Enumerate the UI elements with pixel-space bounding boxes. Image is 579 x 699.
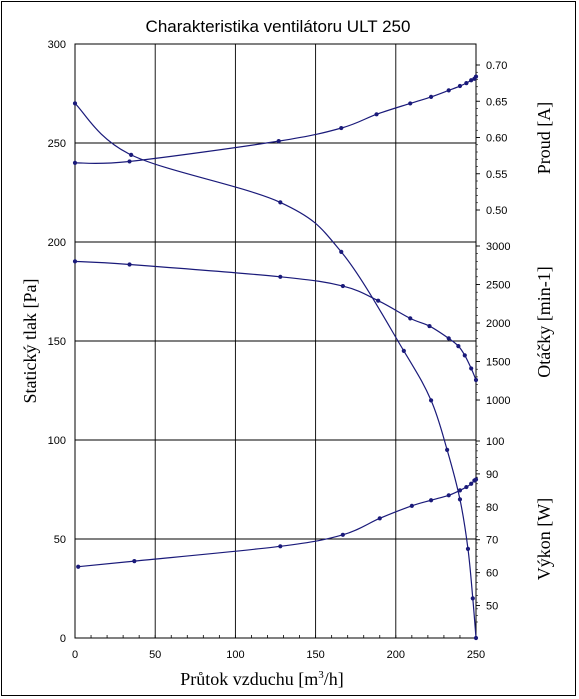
y-tick-label-current: 0.65 (486, 96, 507, 108)
x-tick-label: 0 (72, 649, 78, 661)
chart-title: Charakteristika ventilátoru ULT 250 (146, 17, 411, 36)
y-tick-label-speed: 3000 (486, 241, 510, 253)
series-line-pressure (74, 102, 477, 639)
data-point-current (469, 78, 474, 83)
data-point-speed (456, 344, 461, 349)
data-point-speed (127, 262, 132, 267)
data-point-current (446, 88, 451, 93)
y-tick-label-pressure: 100 (48, 435, 66, 447)
y-tick-label-current: 0.70 (486, 60, 507, 72)
y-tick-label-power: 60 (486, 568, 498, 580)
data-point-speed (340, 283, 345, 289)
y-tick-label-pressure: 50 (54, 534, 66, 546)
y-tick-label-current: 0.50 (486, 205, 507, 217)
data-point-pressure (401, 348, 406, 353)
data-point-current (464, 81, 469, 86)
data-point-current (72, 160, 78, 165)
x-tick-label: 50 (149, 649, 161, 661)
data-point-power (469, 481, 474, 486)
x-tick-label: 250 (467, 649, 485, 661)
y-tick-label-current: 0.55 (486, 169, 507, 181)
y-tick-label-speed: 1000 (486, 395, 510, 407)
x-tick-label: 200 (387, 649, 405, 661)
x-axis-label-tail: /h] (324, 669, 344, 689)
data-point-power (377, 516, 382, 521)
data-point-speed (278, 274, 283, 279)
data-point-speed (469, 366, 474, 371)
tick-labels: 0 50 100 150 200 2500501001502002503000.500.5… (48, 39, 511, 661)
data-point-speed (446, 336, 451, 341)
data-point-pressure (339, 249, 344, 254)
y-tick-label-power: 90 (486, 469, 498, 481)
grid (74, 43, 480, 639)
data-point-power (464, 484, 469, 490)
data-point-pressure (470, 596, 475, 601)
data-point-current (276, 139, 281, 144)
x-axis-label-main: Průtok vzduchu [m (180, 669, 318, 689)
y-tick-label-pressure: 150 (48, 336, 66, 348)
data-point-speed (376, 298, 381, 303)
y-tick-label-power: 100 (486, 436, 504, 448)
x-tick-label: 150 (306, 649, 324, 661)
y-axis-label-power: Výkon [W] (534, 498, 554, 580)
data-point-speed (462, 353, 467, 358)
data-point-speed (408, 316, 413, 321)
data-point-power (446, 493, 451, 498)
data-point-speed (473, 377, 479, 383)
y-axis-label-speed: Otáčky [min-1] (534, 266, 554, 377)
data-point-speed (427, 323, 432, 329)
x-axis-label: Průtok vzduchu [m3/h] (180, 669, 343, 689)
series-line-power (78, 478, 477, 568)
data-point-power (76, 564, 81, 569)
data-point-power (428, 498, 434, 503)
data-point-pressure (473, 635, 479, 641)
y-tick-label-power: 50 (486, 601, 498, 613)
x-axis-label-superscript: 3 (318, 669, 324, 681)
series-line-speed (74, 260, 477, 381)
y-tick-label-speed: 1500 (486, 357, 510, 369)
y-tick-label-power: 70 (486, 535, 498, 547)
y-tick-label-current: 0.60 (486, 133, 507, 145)
data-point-current (374, 112, 379, 117)
y-tick-label-power: 80 (486, 502, 498, 514)
series-layer (72, 74, 479, 641)
y-tick-label-pressure: 300 (48, 39, 66, 51)
data-point-pressure (457, 497, 463, 502)
data-point-current (339, 125, 344, 131)
data-point-pressure (428, 398, 434, 403)
series-line-current (74, 76, 477, 165)
data-point-current (428, 94, 434, 99)
data-point-power (409, 503, 414, 508)
data-point-power (457, 488, 463, 493)
data-point-power (132, 559, 137, 564)
y-tick-label-pressure: 0 (60, 633, 66, 645)
x-tick-label: 100 (226, 649, 244, 661)
data-point-current (127, 159, 132, 164)
data-point-current (473, 74, 479, 79)
y-tick-label-speed: 2000 (486, 318, 510, 330)
data-point-power (473, 477, 479, 482)
data-point-pressure (129, 152, 134, 157)
y-tick-label-pressure: 200 (48, 237, 66, 249)
data-point-power (340, 532, 345, 537)
y-axis-label-pressure: Statický tlak [Pa] (20, 279, 40, 404)
y-axis-label-current: Proud [A] (534, 102, 554, 175)
data-point-pressure (72, 101, 78, 106)
data-point-pressure (465, 546, 471, 552)
y-tick-label-pressure: 250 (48, 138, 66, 150)
data-point-current (457, 83, 463, 89)
data-point-speed (72, 259, 78, 264)
y-tick-label-speed: 2500 (486, 280, 510, 292)
data-point-current (408, 101, 413, 106)
data-point-power (278, 544, 283, 549)
data-point-pressure (445, 447, 450, 452)
data-point-pressure (278, 200, 283, 205)
